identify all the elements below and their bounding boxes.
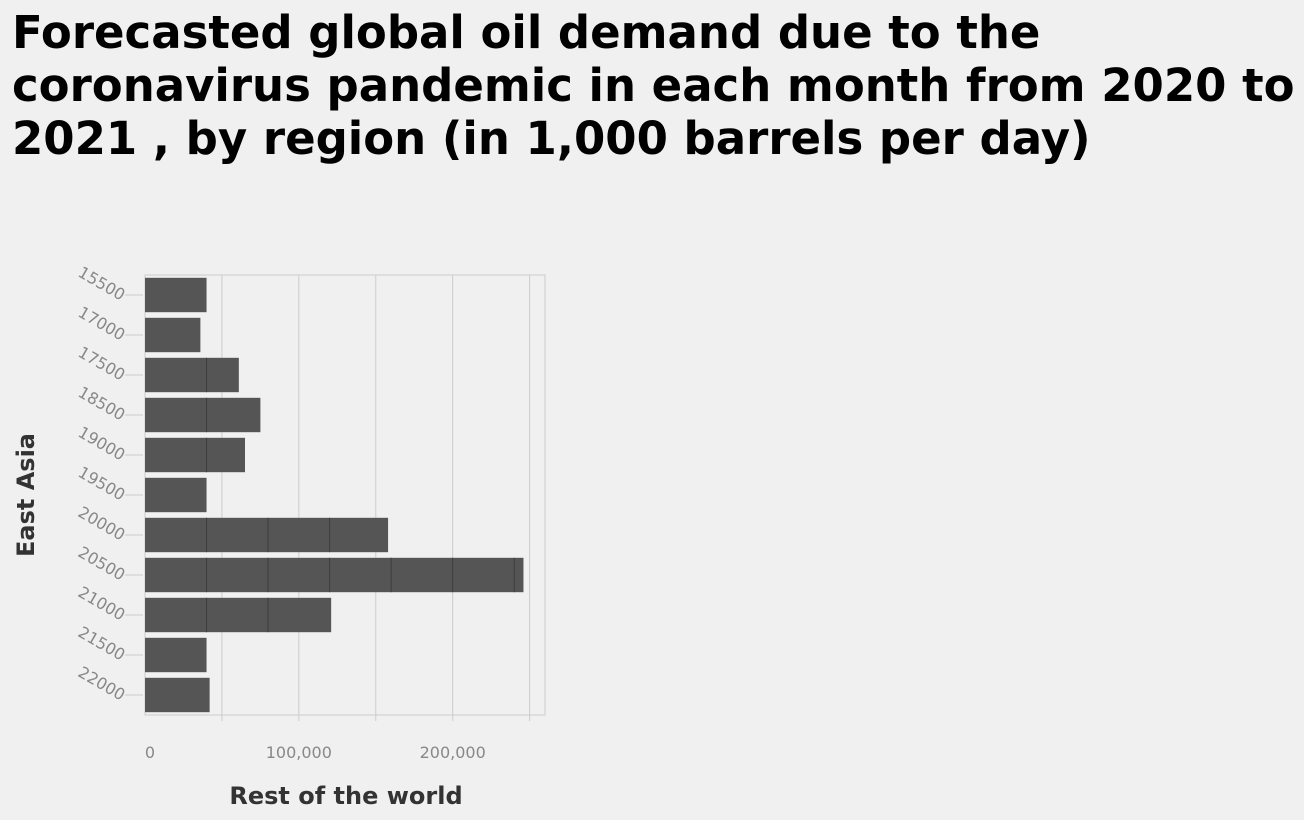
- bar: [145, 437, 245, 473]
- bars: [145, 277, 524, 713]
- x-axis-label: Rest of the world: [229, 782, 462, 810]
- bar: [145, 677, 210, 713]
- y-axis-label: East Asia: [12, 433, 40, 557]
- bar: [145, 277, 207, 313]
- x-tick-label: 100,000: [266, 743, 332, 762]
- x-tick-label: 0: [145, 743, 155, 762]
- bar: [145, 317, 201, 353]
- y-tick-label: 18500: [75, 383, 129, 425]
- x-axis-ticks: 0 100,000 200,000: [145, 743, 486, 762]
- x-tick-label: 200,000: [420, 743, 486, 762]
- bar: [145, 557, 524, 593]
- bar: [145, 357, 239, 393]
- bar: [145, 517, 389, 553]
- y-axis-ticks: 1550017000175001850019000195002000020500…: [75, 263, 143, 705]
- y-tick-label: 19000: [75, 423, 129, 465]
- chart-title: Forecasted global oil demand due to the …: [12, 6, 1295, 165]
- y-tick-label: 15500: [75, 263, 129, 305]
- y-tick-label: 17500: [75, 343, 129, 385]
- y-tick-label: 17000: [75, 303, 129, 345]
- bar: [145, 477, 207, 513]
- y-tick-label: 21500: [75, 623, 129, 665]
- y-tick-label: 20000: [75, 503, 129, 545]
- y-tick-label: 19500: [75, 463, 129, 505]
- bar: [145, 597, 332, 633]
- bar: [145, 397, 261, 433]
- bar: [145, 637, 207, 673]
- y-tick-label: 21000: [75, 583, 129, 625]
- y-tick-label: 20500: [75, 543, 129, 585]
- y-tick-label: 22000: [75, 663, 129, 705]
